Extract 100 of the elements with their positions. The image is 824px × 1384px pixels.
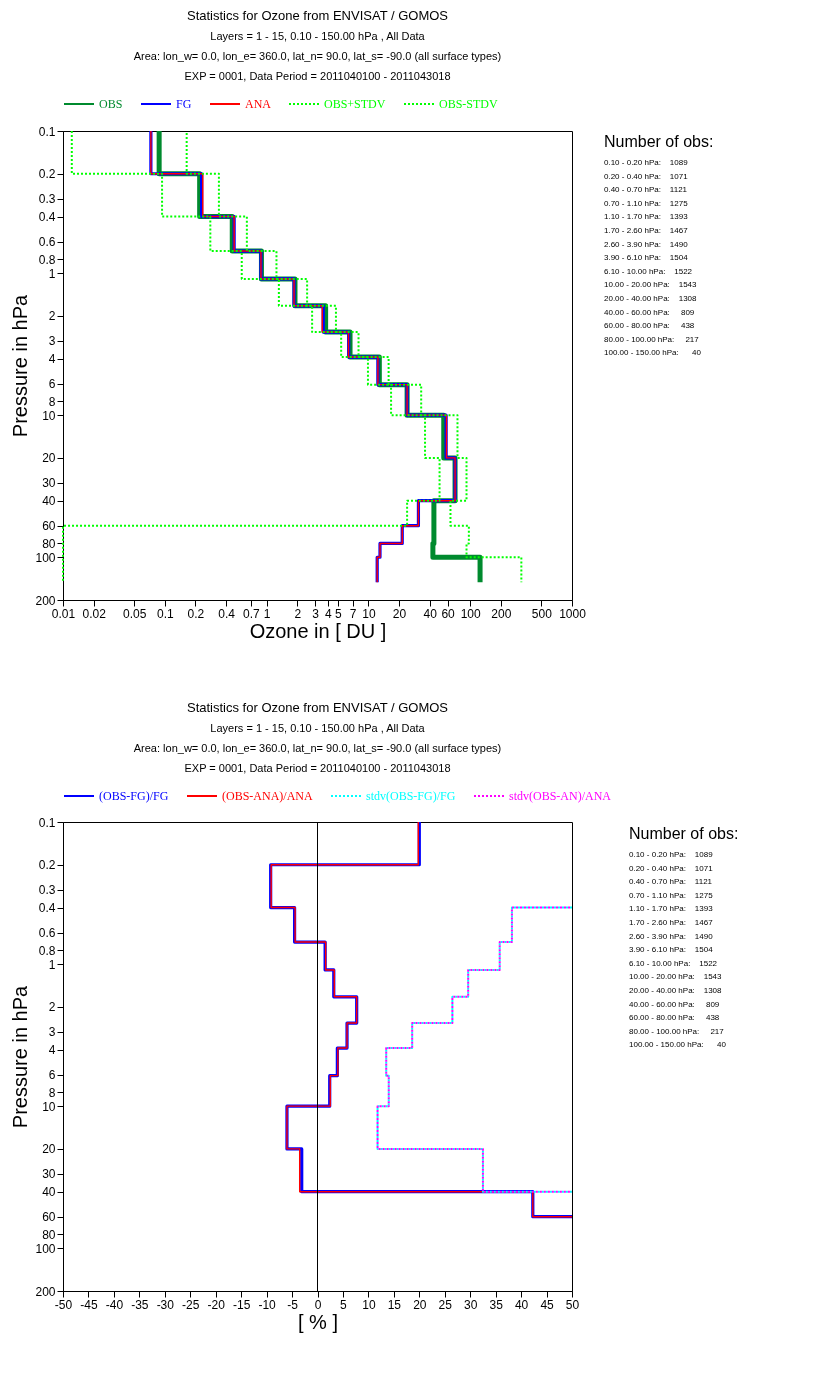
text: 1.70 - 2.60 hPa: 1467 <box>629 916 714 929</box>
y-tick-label: 0.1 <box>38 124 56 139</box>
y-tick-label: 30 <box>42 1167 56 1182</box>
text: 0.20 - 0.40 hPa: 1071 <box>604 170 689 183</box>
y-tick-label: 0.3 <box>38 883 56 898</box>
y-tick-label: 3 <box>48 1025 56 1040</box>
x-axis-title: [ % ] <box>297 1310 339 1333</box>
chart-title: Statistics for Ozone from ENVISAT / GOMOS <box>186 8 449 23</box>
x-tick-label: 0 <box>314 1297 322 1312</box>
y-tick-label: 0.4 <box>38 210 56 225</box>
text: 60.00 - 80.00 hPa: 438 <box>629 1012 721 1025</box>
x-tick-label: 0.01 <box>51 606 76 621</box>
text: 3.90 - 6.10 hPa: 1504 <box>629 944 714 957</box>
x-tick-label: -20 <box>207 1297 226 1312</box>
legend-label: OBS <box>99 97 123 111</box>
y-tick-label: 2 <box>48 1000 56 1015</box>
y-tick-label: 0.1 <box>38 815 56 830</box>
x-tick-label: 0.7 <box>242 606 260 621</box>
legend-label: ANA <box>245 97 272 111</box>
y-tick-label: 200 <box>35 1284 56 1299</box>
y-tick-label: 40 <box>42 1185 56 1200</box>
y-tick-label: 80 <box>42 536 56 551</box>
chart-title: Statistics for Ozone from ENVISAT / GOMOS <box>186 700 449 715</box>
text: 1.10 - 1.70 hPa: 1393 <box>604 211 689 224</box>
x-tick-label: 3 <box>312 606 320 621</box>
y-tick-label: 60 <box>42 1210 56 1225</box>
text: Number of obs: <box>629 824 739 844</box>
x-tick-label: 10 <box>362 1297 376 1312</box>
y-tick-label: 4 <box>48 352 56 367</box>
y-tick-label: 40 <box>42 494 56 509</box>
x-tick-label: 60 <box>441 606 456 621</box>
text: 10.00 - 20.00 hPa: 1543 <box>629 971 723 984</box>
text: 80.00 - 100.00 hPa: 217 <box>604 333 700 346</box>
text: 60.00 - 80.00 hPa: 438 <box>604 320 696 333</box>
text: 20.00 - 40.00 hPa: 1308 <box>629 984 723 997</box>
x-tick-label: 40 <box>423 606 438 621</box>
x-tick-label: 45 <box>540 1297 555 1312</box>
x-tick-label: 20 <box>413 1297 427 1312</box>
y-tick-label: 1 <box>48 957 56 972</box>
text: Number of obs: <box>604 132 714 152</box>
x-tick-label: 100 <box>460 606 482 621</box>
legend-label: stdv(OBS-AN)/ANA <box>509 789 612 803</box>
x-tick-label: 0.05 <box>122 606 147 621</box>
y-tick-label: 1 <box>48 266 56 281</box>
y-tick-label: 4 <box>48 1043 56 1058</box>
y-axis-title: Pressure in hPa <box>9 984 32 1129</box>
x-tick-label: 35 <box>489 1297 504 1312</box>
text: 0.10 - 0.20 hPa: 1089 <box>629 849 714 861</box>
x-tick-label: 0.02 <box>82 606 107 621</box>
x-tick-label: 7 <box>349 606 357 621</box>
text: 1.10 - 1.70 hPa: 1393 <box>629 903 714 916</box>
y-tick-label: 10 <box>42 1099 56 1114</box>
text: 40.00 - 60.00 hPa: 809 <box>604 306 696 319</box>
y-tick-label: 0.2 <box>38 858 56 873</box>
text: 2.60 - 3.90 hPa: 1490 <box>629 930 714 943</box>
x-tick-label: 20 <box>392 606 407 621</box>
y-tick-label: 0.8 <box>38 943 56 958</box>
x-tick-label: 5 <box>334 606 342 621</box>
text: 100.00 - 150.00 hPa: 40 <box>629 1039 727 1052</box>
x-tick-label: 2 <box>294 606 302 621</box>
x-tick-label: 1000 <box>559 606 587 621</box>
y-tick-label: 0.4 <box>38 901 56 916</box>
x-tick-label: 25 <box>438 1297 453 1312</box>
y-tick-label: 80 <box>42 1227 56 1242</box>
y-tick-label: 30 <box>42 476 56 491</box>
legend-label: FG <box>176 97 192 111</box>
legend-label: OBS-STDV <box>439 97 499 111</box>
x-tick-label: 200 <box>491 606 512 621</box>
x-tick-label: 0.2 <box>187 606 205 621</box>
y-axis-title: Pressure in hPa <box>9 293 32 438</box>
text: 6.10 - 10.00 hPa: 1522 <box>629 957 719 970</box>
y-tick-label: 100 <box>35 1241 56 1256</box>
x-tick-label: 0.1 <box>156 606 174 621</box>
x-tick-label: 40 <box>514 1297 529 1312</box>
text: 80.00 - 100.00 hPa: 217 <box>629 1025 725 1038</box>
y-tick-label: 3 <box>48 334 56 349</box>
y-tick-label: 0.2 <box>38 167 56 182</box>
x-tick-label: -25 <box>182 1297 200 1312</box>
y-tick-label: 6 <box>48 1068 56 1083</box>
legend-label: stdv(OBS-FG)/FG <box>366 789 456 803</box>
text: 100.00 - 150.00 hPa: 40 <box>604 347 702 360</box>
text: 0.20 - 0.40 hPa: 1071 <box>629 862 714 875</box>
text: 0.70 - 1.10 hPa: 1275 <box>604 197 689 210</box>
y-tick-label: 8 <box>48 394 56 409</box>
x-tick-label: 1 <box>263 606 271 621</box>
x-axis-title: Ozone in [ DU ] <box>249 619 387 642</box>
x-tick-label: -35 <box>131 1297 149 1312</box>
y-tick-label: 20 <box>42 1142 56 1157</box>
x-tick-label: 50 <box>565 1297 580 1312</box>
chart-subtitle: Layers = 1 - 15, 0.10 - 150.00 hPa , All Data Area: lon_w= 0.0, lon_e= 360.0, lat_n= 90.0, lat_s= -90.0 (all surface types) EXP = 0001, Data Period = 2011040100 - 2011043018 <box>133 722 502 774</box>
text: 0.70 - 1.10 hPa: 1275 <box>629 889 714 902</box>
y-tick-label: 0.8 <box>38 252 56 267</box>
x-tick-label: -45 <box>80 1297 98 1312</box>
text: 6.10 - 10.00 hPa: 1522 <box>604 265 694 278</box>
x-tick-label: -40 <box>105 1297 124 1312</box>
text: 2.60 - 3.90 hPa: 1490 <box>604 238 689 251</box>
y-tick-label: 200 <box>35 593 56 608</box>
text: 3.90 - 6.10 hPa: 1504 <box>604 252 689 265</box>
legend-label: OBS+STDV <box>324 97 386 111</box>
chart-subtitle: Layers = 1 - 15, 0.10 - 150.00 hPa , All Data Area: lon_w= 0.0, lon_e= 360.0, lat_n= 90.0, lat_s= -90.0 (all surface types) EXP = 0001, Data Period = 2011040100 - 2011043018 <box>133 30 502 82</box>
